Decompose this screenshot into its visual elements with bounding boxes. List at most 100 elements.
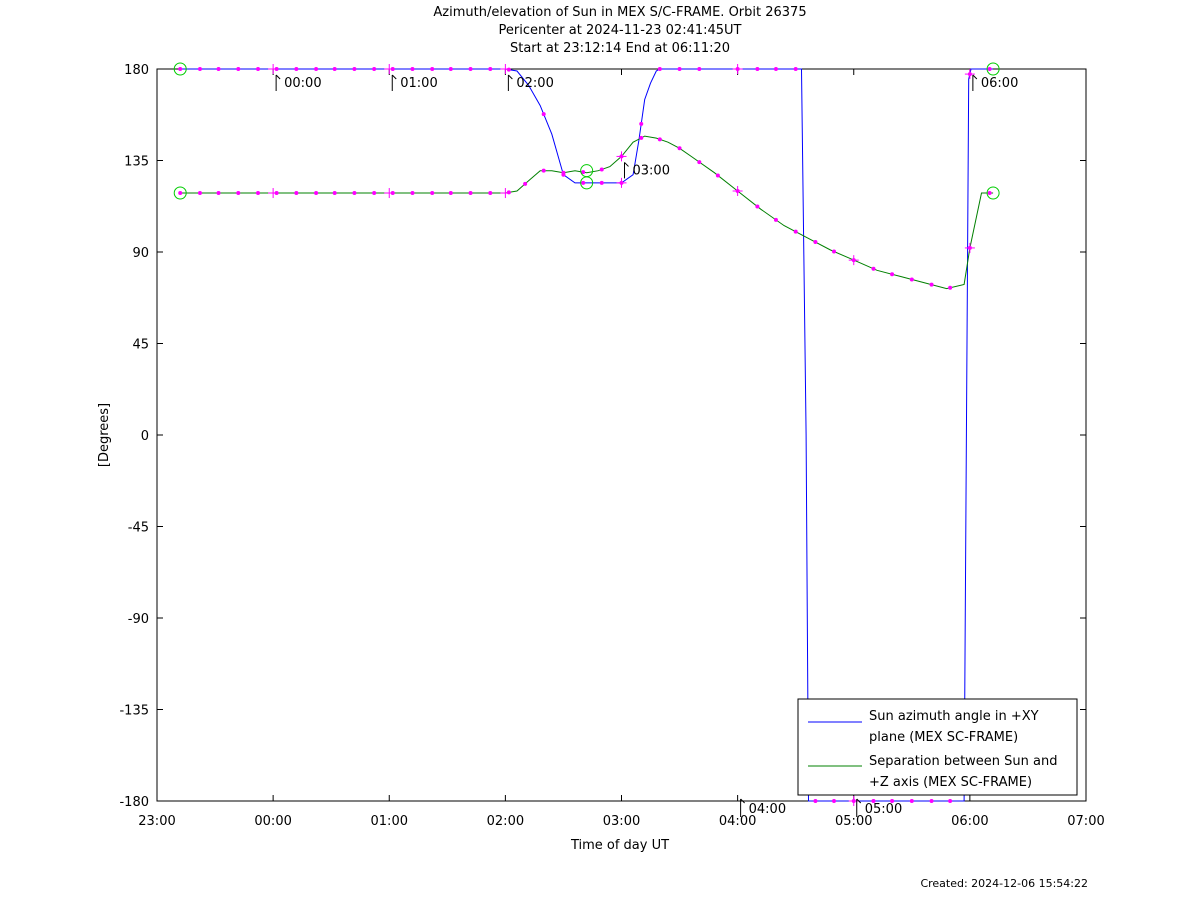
- separation-dot-30: [755, 204, 760, 209]
- azimuth-dot-29: [773, 67, 778, 71]
- separation-dot-13: [430, 191, 435, 196]
- endpoint-circle-1: [173, 186, 187, 200]
- azimuth-dot-6: [294, 67, 299, 71]
- annotation-hook-3: [624, 162, 629, 167]
- time-annotations: 00:00 01:00 02:00 03:00 04:00 05:00 06:00: [275, 74, 1018, 817]
- pericenter-line: Pericenter at 2024-11-23 02:41:45UT: [498, 23, 742, 38]
- azimuth-dot-34: [871, 799, 876, 803]
- separation-dot-8: [332, 191, 337, 196]
- annotation-hook-0: [275, 74, 281, 80]
- separation-dot-37: [890, 272, 895, 277]
- x-axis-label: Time of day UT: [570, 838, 669, 853]
- y-tick-label-1: 135: [124, 155, 149, 170]
- separation-dot-33: [813, 240, 818, 245]
- azimuth-dot-31: [813, 799, 818, 803]
- legend-label-separation-2: +Z axis (MEX SC-FRAME): [869, 775, 1032, 790]
- azimuth-dot-38: [948, 799, 953, 803]
- azimuth-dot-28: [755, 67, 760, 71]
- separation-dot-6: [294, 191, 299, 196]
- azimuth-dot-15: [468, 67, 473, 71]
- series-line-separation: [180, 135, 994, 290]
- x-tick-label-5: 04:00: [719, 814, 756, 829]
- created-timestamp: Created: 2024-12-06 15:54:22: [920, 877, 1088, 890]
- azimuth-dot-23: [639, 121, 644, 126]
- separation-dot-42: [987, 191, 992, 196]
- legend-label-separation-1: Separation between Sun and: [869, 754, 1057, 769]
- y-tick-label-3: 45: [132, 338, 149, 353]
- markers-group: [173, 62, 1000, 806]
- azimuth-dot-0: [178, 67, 183, 71]
- separation-dot-15: [468, 191, 473, 196]
- azimuth-dot-35: [890, 799, 895, 803]
- x-tick-label-7: 06:00: [951, 814, 988, 829]
- y-tick-label-6: -90: [128, 612, 149, 627]
- annotation-label-1: 01:00: [400, 76, 437, 91]
- azimuth-dot-9: [352, 67, 357, 71]
- separation-dot-19: [541, 168, 546, 173]
- annotation-label-3: 03:00: [633, 163, 670, 178]
- legend-box: [797, 698, 1078, 796]
- separation-dot-2: [216, 191, 221, 196]
- azimuth-dot-2: [216, 67, 221, 71]
- y-tick-label-8: -180: [119, 795, 149, 810]
- annotation-label-0: 00:00: [284, 76, 321, 91]
- legend: Sun azimuth angle in +XY plane (MEX SC-F…: [797, 698, 1078, 796]
- separation-dot-40: [948, 285, 953, 290]
- azimuth-dot-32: [832, 799, 837, 803]
- x-tick-label-2: 01:00: [371, 814, 408, 829]
- annotation-label-2: 02:00: [516, 76, 553, 91]
- annotation-hook-1: [391, 74, 397, 80]
- azimuth-dot-16: [488, 67, 493, 71]
- azimuth-dot-37: [929, 799, 934, 803]
- endpoint-circle-3: [580, 176, 594, 190]
- azimuth-dot-36: [909, 799, 914, 803]
- azimuth-dot-1: [197, 67, 202, 71]
- separation-dot-32: [793, 229, 798, 234]
- legend-label-azimuth-2: plane (MEX SC-FRAME): [869, 730, 1018, 745]
- separation-dot-20: [561, 170, 566, 175]
- separation-dot-31: [773, 217, 778, 222]
- azimuth-dot-3: [236, 67, 241, 71]
- azimuth-dot-13: [430, 67, 435, 71]
- x-tick-label-6: 05:00: [835, 814, 872, 829]
- separation-dot-9: [352, 191, 357, 196]
- separation-dot-21: [581, 170, 586, 175]
- annotation-label-5: 05:00: [865, 802, 902, 817]
- y-tick-label-7: -135: [119, 704, 149, 719]
- separation-dot-17: [506, 190, 511, 195]
- x-tick-label-1: 00:00: [254, 814, 291, 829]
- azimuth-dot-7: [314, 67, 319, 71]
- azimuth-dot-40: [987, 67, 992, 71]
- separation-dot-27: [697, 160, 702, 165]
- y-tick-label-0: 180: [124, 63, 149, 78]
- separation-dot-25: [657, 137, 662, 142]
- separation-dot-22: [599, 167, 604, 172]
- separation-dot-26: [677, 146, 682, 151]
- annotation-hook-6: [972, 74, 978, 80]
- separation-dot-18: [523, 181, 528, 186]
- annotation-label-6: 06:00: [981, 76, 1018, 91]
- series-line-azimuth: [180, 68, 994, 802]
- azimuth-dot-4: [256, 67, 261, 71]
- azimuth-dot-20: [581, 180, 586, 185]
- annotation-hook-4: [740, 798, 745, 804]
- separation-dot-4: [256, 191, 261, 196]
- azimuth-dot-21: [599, 180, 604, 185]
- separation-dot-28: [715, 173, 720, 178]
- azimuth-dot-18: [541, 112, 546, 117]
- azimuth-dot-10: [372, 67, 377, 71]
- y-tick-label-5: -45: [128, 521, 149, 536]
- x-tick-label-0: 23:00: [138, 814, 175, 829]
- separation-dot-34: [832, 249, 837, 254]
- azimuth-dot-8: [332, 67, 337, 71]
- annotation-hook-2: [508, 74, 513, 80]
- azimuth-dot-30: [793, 67, 798, 71]
- series-group: [180, 68, 994, 802]
- y-tick-label-2: 90: [132, 246, 149, 261]
- endpoint-circle-0: [173, 62, 187, 76]
- annotation-label-4: 04:00: [749, 802, 786, 817]
- separation-dot-36: [871, 266, 876, 271]
- separation-dot-39: [929, 282, 934, 287]
- separation-dot-24: [639, 135, 644, 140]
